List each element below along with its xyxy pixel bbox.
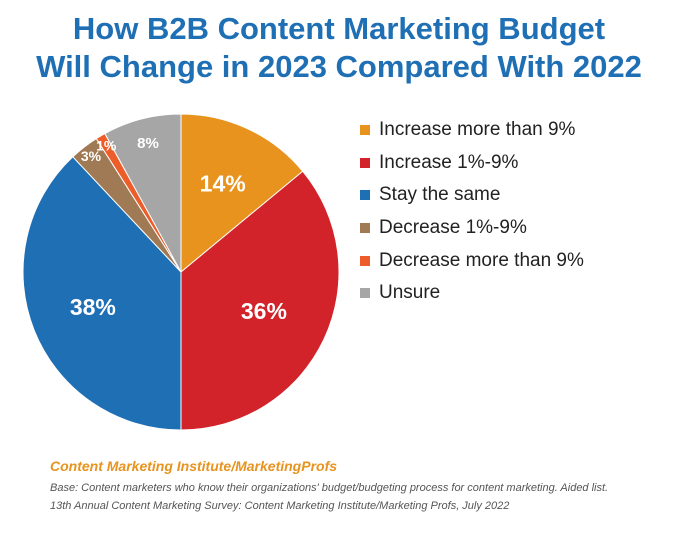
slice-label: 8% xyxy=(137,135,159,152)
pie-slice xyxy=(22,156,182,431)
legend-item: Increase more than 9% xyxy=(360,114,584,147)
legend-item: Decrease more than 9% xyxy=(360,244,584,277)
legend-swatch xyxy=(360,255,370,266)
pie-slice xyxy=(180,170,340,431)
chart-title-line-2: Will Change in 2023 Compared With 2022 xyxy=(36,49,642,84)
legend-label: Decrease more than 9% xyxy=(379,249,584,271)
chart-title: How B2B Content Marketing Budget Will Ch… xyxy=(0,10,678,86)
slice-label: 36% xyxy=(241,298,287,324)
legend-label: Decrease 1%-9% xyxy=(379,217,527,239)
legend-label: Increase more than 9% xyxy=(379,119,576,141)
base-note: Base: Content marketers who know their o… xyxy=(50,482,609,494)
slice-label: 38% xyxy=(70,294,116,320)
slice-label: 3% xyxy=(81,148,102,164)
survey-note: 13th Annual Content Marketing Survey: Co… xyxy=(50,500,510,512)
legend-swatch xyxy=(360,125,370,136)
slice-label: 1% xyxy=(96,138,117,154)
pie-slice xyxy=(180,113,304,274)
legend-item: Increase 1%-9% xyxy=(360,147,584,180)
chart-title-line-1: How B2B Content Marketing Budget xyxy=(72,11,606,46)
legend-label: Increase 1%-9% xyxy=(379,151,519,173)
legend-swatch xyxy=(360,157,370,168)
pie-slice xyxy=(104,113,182,273)
slice-label: 14% xyxy=(200,170,246,196)
legend-item: Unsure xyxy=(360,277,584,310)
legend-item: Decrease 1%-9% xyxy=(360,212,584,245)
legend-label: Stay the same xyxy=(379,184,501,206)
legend-label: Unsure xyxy=(379,282,441,304)
legend-swatch xyxy=(360,223,370,234)
legend-swatch xyxy=(360,288,370,299)
source-credit: Content Marketing Institute/MarketingPro… xyxy=(50,458,338,474)
legend-item: Stay the same xyxy=(360,179,584,212)
legend-swatch xyxy=(360,190,370,201)
legend: Increase more than 9% Increase 1%-9% Sta… xyxy=(360,114,584,310)
pie-chart: 14% 36% 38% 3%1% 8% xyxy=(22,113,340,431)
